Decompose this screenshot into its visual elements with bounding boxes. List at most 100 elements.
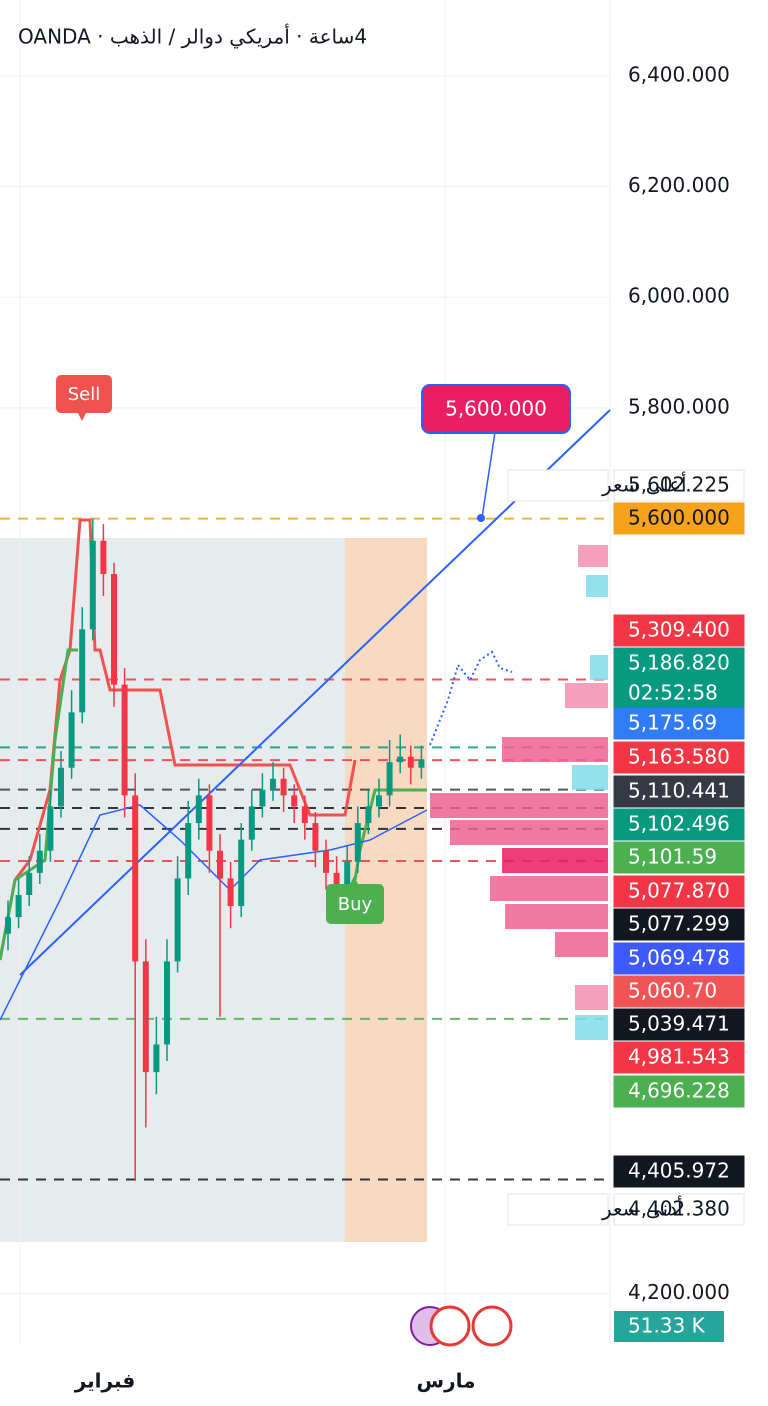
- price-tag: [613, 707, 745, 740]
- candle-body: [407, 756, 414, 768]
- price-tag: [613, 808, 745, 841]
- candle-body: [142, 961, 149, 1073]
- trend-line: [19, 409, 611, 976]
- candle-body: [323, 850, 329, 873]
- candle-body: [280, 778, 287, 796]
- price-tag-label: 5,077.870: [628, 879, 730, 903]
- target-label: 5,600.000: [445, 397, 547, 421]
- profile-bar: [572, 765, 608, 790]
- candle-body: [79, 629, 86, 713]
- candle-body: [418, 759, 425, 768]
- candle-body: [111, 573, 117, 685]
- profile-bar: [590, 655, 608, 680]
- candle-body: [153, 1044, 160, 1073]
- profile-bar: [505, 904, 608, 929]
- candle-body: [58, 767, 64, 807]
- profile-bar: [502, 848, 608, 873]
- profile-bar: [578, 545, 608, 567]
- event-icons: [410, 1305, 513, 1347]
- candle-body: [36, 850, 43, 873]
- range-shade: [0, 538, 345, 1242]
- price-tag: [613, 1155, 745, 1188]
- profile-bar: [502, 737, 608, 762]
- candle-body: [47, 806, 54, 851]
- candle-body: [121, 684, 128, 796]
- candle-body: [386, 762, 393, 796]
- price-tag: [613, 614, 745, 647]
- x-label: فبراير: [74, 1369, 136, 1393]
- candle-body: [376, 795, 382, 807]
- candle-body: [15, 895, 22, 918]
- price-tag: [613, 1075, 745, 1108]
- y-tick-label: 4,200.000: [628, 1280, 730, 1304]
- candle-body: [195, 795, 202, 824]
- candle-body: [217, 850, 223, 879]
- candle-body: [185, 823, 192, 879]
- profile-bar: [586, 575, 608, 597]
- projection: [429, 650, 513, 746]
- candle-body: [270, 778, 276, 790]
- profile-bar: [490, 876, 608, 901]
- candles: [5, 518, 425, 1181]
- price-tag-label: 5,102.496: [628, 812, 730, 836]
- price-tag-label: 5,602.225: [628, 473, 730, 497]
- x-label: مارس: [416, 1369, 475, 1393]
- sell-label: Sell: [68, 384, 101, 405]
- y-tick-label: 5,800.000: [628, 394, 730, 418]
- profile-bar: [565, 683, 608, 708]
- price-tag: [613, 775, 745, 808]
- price-tag-label: 5,069.478: [628, 946, 730, 970]
- candle-body: [312, 823, 319, 851]
- volume-profile: [430, 545, 608, 1040]
- candle-body: [259, 789, 266, 807]
- candle-body: [365, 806, 372, 824]
- profile-bar: [575, 985, 608, 1010]
- price-tag: [613, 908, 745, 941]
- candle-body: [397, 756, 404, 763]
- candle-body: [100, 540, 107, 574]
- candle-body: [132, 795, 139, 962]
- volume-tag-label: 51.33 K: [628, 1314, 706, 1338]
- caption-box: [507, 1193, 609, 1226]
- price-tag: [613, 469, 745, 502]
- candle-body: [26, 872, 33, 896]
- price-tag: [613, 1041, 745, 1074]
- candle-body: [291, 795, 298, 807]
- price-tag-label: 5,060.70: [628, 979, 717, 1003]
- price-tag: [613, 841, 745, 874]
- callout-pointer: [481, 431, 496, 519]
- caption-box: [507, 469, 609, 502]
- price-tag: [613, 1008, 745, 1041]
- y-tick-label: 6,200.000: [628, 173, 730, 197]
- candle-body: [89, 540, 96, 630]
- candle-body: [354, 823, 361, 862]
- price-tag: [613, 647, 745, 711]
- candle-body: [68, 712, 75, 768]
- candle-body: [5, 917, 11, 934]
- profile-bar: [575, 1015, 608, 1040]
- price-tag-label: 5,039.471: [628, 1012, 730, 1036]
- buy-label: Buy: [338, 894, 373, 915]
- caption: أدنى سعر: [601, 1196, 683, 1221]
- moving-average: [0, 804, 428, 1021]
- sell-signal: [56, 375, 112, 413]
- callout-anchor: [477, 514, 485, 522]
- price-tag-label: 5,309.400: [628, 618, 730, 642]
- price-tag: [613, 975, 745, 1008]
- buy-signal: [326, 884, 384, 924]
- y-tick-label: 6,400.000: [628, 62, 730, 86]
- caption: أعلى سعر: [601, 472, 687, 497]
- candle-body: [206, 795, 213, 851]
- price-tag-label: 4,981.543: [628, 1045, 730, 1069]
- y-tick-label: 6,000.000: [628, 284, 730, 308]
- price-tag-label: 4,402.380: [628, 1197, 730, 1221]
- profile-bar: [450, 820, 608, 845]
- candle-body: [301, 806, 308, 824]
- candle-body: [164, 961, 170, 1045]
- price-tag-label: 5,600.000: [628, 506, 730, 530]
- price-tag-label: 5,175.69: [628, 711, 717, 735]
- volume-tag: [614, 1311, 724, 1342]
